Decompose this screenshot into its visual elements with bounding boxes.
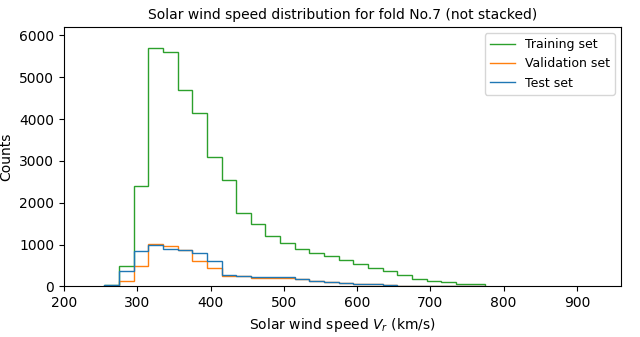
- Legend: Training set, Validation set, Test set: Training set, Validation set, Test set: [484, 33, 614, 95]
- X-axis label: Solar wind speed $V_r$ (km/s): Solar wind speed $V_r$ (km/s): [249, 316, 436, 334]
- Title: Solar wind speed distribution for fold No.7 (not stacked): Solar wind speed distribution for fold N…: [148, 8, 537, 22]
- Y-axis label: Counts: Counts: [0, 132, 13, 181]
